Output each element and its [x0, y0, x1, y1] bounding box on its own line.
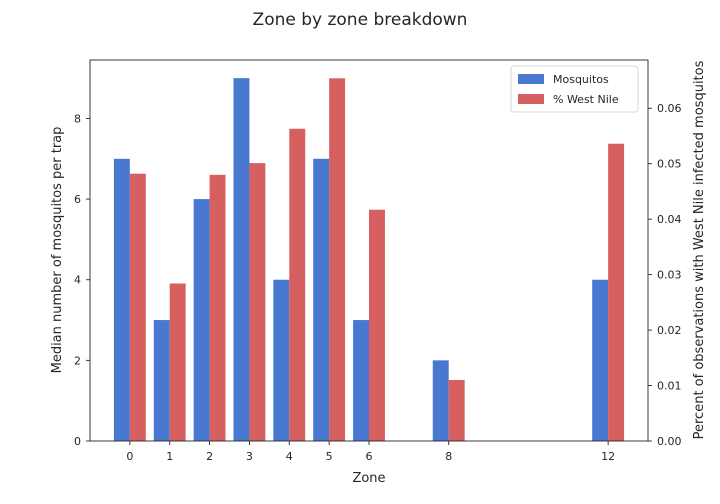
bar-west-nile-zone-12 [608, 143, 625, 442]
bar-mosquitos-zone-1 [153, 320, 170, 441]
y-left-tick-label: 0 [74, 435, 81, 448]
bar-mosquitos-zone-6 [353, 320, 369, 441]
bar-west-nile-zone-5 [329, 78, 346, 442]
ticks-layer: 0 1 2 3 4 5 6 8 12024680.000.010.020.030.040.050… [74, 102, 682, 463]
y-right-tick-label: 0.02 [657, 324, 682, 337]
y-right-tick-label: 0.06 [657, 102, 682, 115]
y-left-tick-label: 2 [74, 354, 81, 367]
y-axis-right-label: Percent of observations with West Nile i… [692, 60, 707, 439]
x-axis-label: Zone [352, 471, 385, 486]
legend-label-mosquitos: Mosquitos [553, 73, 609, 86]
x-tick-label: 5 [326, 450, 333, 463]
y-left-tick-label: 6 [74, 193, 81, 206]
legend-label-west-nile: % West Nile [553, 93, 619, 106]
bar-mosquitos-zone-2 [193, 199, 210, 441]
bar-mosquitos-zone-0 [113, 158, 130, 441]
x-tick-label: 6 [366, 450, 373, 463]
bar-west-nile-zone-3 [249, 163, 266, 441]
bar-west-nile-zone-0 [129, 173, 146, 441]
x-tick-label: 1 [166, 450, 173, 463]
bar-mosquitos-zone-3 [233, 78, 250, 441]
x-tick-label: 8 [445, 450, 452, 463]
bar-mosquitos-zone-8 [432, 360, 449, 441]
x-tick-label: 2 [206, 450, 213, 463]
bar-west-nile-zone-8 [448, 380, 465, 441]
legend: Mosquitos % West Nile [510, 65, 639, 113]
bar-west-nile-zone-1 [169, 283, 186, 441]
bar-west-nile-zone-4 [289, 128, 306, 441]
bar-west-nile-zone-6 [369, 209, 385, 441]
y-left-tick-label: 4 [74, 274, 81, 287]
legend-swatch-west-nile [518, 94, 544, 104]
bars-layer [113, 78, 625, 442]
y-right-tick-label: 0.03 [657, 269, 682, 282]
y-right-tick-label: 0.01 [657, 380, 682, 393]
bar-mosquitos-zone-4 [273, 279, 290, 441]
legend-swatch-mosquitos [518, 74, 544, 84]
x-tick-label: 3 [246, 450, 253, 463]
y-axis-left-label: Median number of mosquitos per trap [50, 127, 65, 374]
y-right-tick-label: 0.04 [657, 213, 682, 226]
bar-mosquitos-zone-12 [592, 279, 609, 441]
bar-mosquitos-zone-5 [313, 158, 330, 441]
y-right-tick-label: 0.05 [657, 158, 682, 171]
x-tick-label: 4 [286, 450, 293, 463]
y-left-tick-label: 8 [74, 112, 81, 125]
x-tick-label: 0 [126, 450, 133, 463]
bar-west-nile-zone-2 [209, 174, 226, 442]
x-tick-label: 12 [601, 450, 615, 463]
chart-title: Zone by zone breakdown [253, 10, 468, 30]
y-right-tick-label: 0.00 [657, 435, 682, 448]
